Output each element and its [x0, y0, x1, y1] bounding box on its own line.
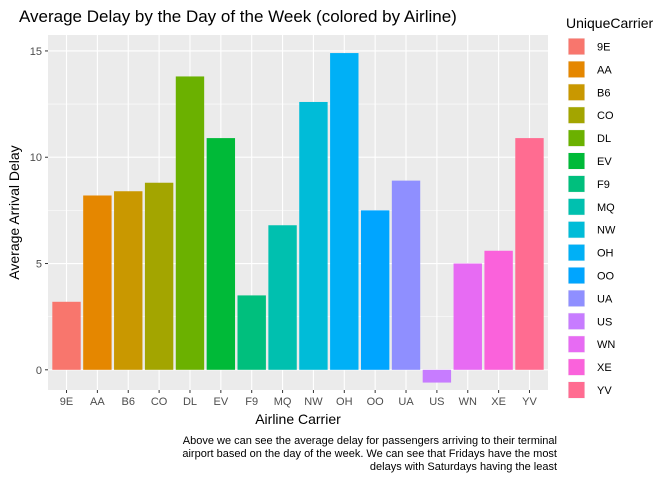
- y-tick-label: 0: [36, 365, 42, 377]
- legend-label: DL: [597, 133, 611, 145]
- chart-title: Average Delay by the Day of the Week (co…: [19, 7, 457, 26]
- x-tick-label: OO: [367, 396, 385, 408]
- bar-9e: [52, 301, 81, 370]
- bar-ua: [391, 180, 421, 370]
- legend-label: AA: [597, 64, 612, 76]
- legend-title: UniqueCarrier: [566, 15, 653, 31]
- legend-label: OH: [597, 248, 614, 260]
- legend-swatch: [568, 313, 585, 330]
- legend-label: YV: [597, 385, 612, 397]
- x-tick-label: AA: [90, 396, 105, 408]
- bar-aa: [83, 195, 112, 370]
- legend-label: CO: [597, 110, 614, 122]
- x-tick-label: B6: [122, 396, 135, 408]
- legend-swatch: [568, 153, 585, 169]
- legend: 9E AA B6 CO DL EV F9 MQ NW OH OO UA US WN XE YV: [568, 38, 616, 399]
- legend-label: MQ: [597, 202, 615, 214]
- legend-swatch: [568, 359, 585, 376]
- bar-us: [422, 369, 452, 383]
- caption-line: Above we can see the average delay for p…: [183, 435, 557, 447]
- legend-label: OO: [597, 271, 615, 283]
- axes: 0 5 10 15 9E AA B6 CO DL EV F9 MQ NW OH OO UA US WN XE YV: [30, 46, 538, 408]
- x-tick-label: YV: [522, 396, 537, 408]
- caption: Above we can see the average delay for p…: [182, 435, 557, 473]
- x-tick-label: CO: [151, 396, 168, 408]
- legend-swatch: [568, 267, 585, 284]
- bar-yv: [515, 138, 544, 370]
- x-tick-label: WN: [459, 396, 477, 408]
- legend-label: 9E: [597, 42, 610, 54]
- bar-nw: [299, 101, 328, 370]
- x-tick-label: OH: [336, 396, 353, 408]
- y-tick-label: 15: [30, 46, 42, 58]
- caption-line: delays with Saturdays having the least: [370, 461, 557, 473]
- legend-swatch: [568, 84, 585, 101]
- bars: [52, 53, 544, 383]
- bar-wn: [453, 263, 482, 370]
- x-tick-label: NW: [304, 396, 323, 408]
- legend-label: NW: [597, 225, 616, 237]
- legend-swatch: [568, 221, 585, 238]
- legend-label: US: [597, 316, 612, 328]
- x-tick-label: 9E: [60, 396, 73, 408]
- bar-mq: [268, 225, 297, 370]
- x-tick-label: MQ: [274, 396, 292, 408]
- bar-oo: [360, 210, 390, 370]
- x-tick-label: UA: [398, 396, 414, 408]
- bar-co: [144, 182, 174, 370]
- bar-xe: [484, 250, 513, 370]
- legend-swatch: [568, 61, 585, 78]
- legend-label: XE: [597, 362, 612, 374]
- legend-swatch: [568, 130, 585, 147]
- legend-swatch: [568, 290, 585, 307]
- legend-swatch: [568, 175, 585, 192]
- legend-swatch: [568, 244, 585, 261]
- legend-swatch: [568, 382, 585, 398]
- y-tick-label: 10: [30, 152, 42, 164]
- legend-label: UA: [597, 293, 613, 305]
- legend-label: WN: [597, 339, 615, 351]
- bar-oh: [330, 53, 359, 370]
- legend-swatch: [568, 38, 585, 55]
- bar-f9: [237, 295, 266, 370]
- x-axis-title: Airline Carrier: [255, 411, 341, 427]
- x-tick-label: DL: [183, 396, 197, 408]
- bar-ev: [206, 138, 236, 370]
- caption-line: airport based on the day of the week. We…: [182, 448, 557, 460]
- legend-swatch: [568, 336, 585, 353]
- y-tick-label: 5: [36, 259, 42, 271]
- legend-swatch: [568, 198, 585, 215]
- bar-b6: [114, 191, 143, 370]
- legend-swatch: [568, 107, 585, 124]
- legend-label: B6: [597, 87, 610, 99]
- y-axis-title: Average Arrival Delay: [6, 145, 22, 279]
- x-tick-label: US: [429, 396, 444, 408]
- x-tick-label: XE: [491, 396, 506, 408]
- x-tick-label: EV: [213, 396, 228, 408]
- bar-dl: [175, 76, 205, 370]
- legend-label: EV: [597, 156, 612, 168]
- legend-label: F9: [597, 179, 610, 191]
- x-tick-label: F9: [245, 396, 258, 408]
